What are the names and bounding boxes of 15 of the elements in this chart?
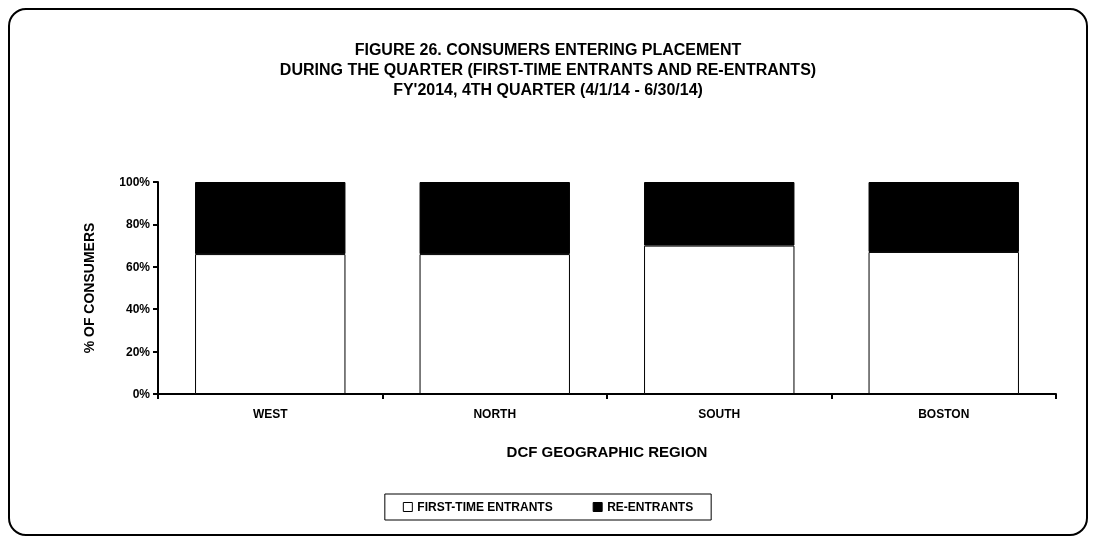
y-tick-label: 40% — [125, 302, 151, 317]
y-tick-label: 80% — [125, 217, 151, 232]
y-tick-label: 20% — [125, 344, 151, 359]
legend-label: RE-ENTRANTS — [607, 500, 694, 514]
x-tick-label: SOUTH — [698, 407, 741, 421]
chart-title: FIGURE 26. CONSUMERS ENTERING PLACEMENT DURING THE QUARTER (FIRST-TIME ENTRANTS AND RE-ENTRANTS) FY'2014, 4TH QUARTER (4/1/14 - 6/30/14) — [279, 40, 817, 98]
y-tick-label: 60% — [125, 259, 151, 274]
y-tick-label: 0% — [132, 387, 151, 401]
y-axis-title: % OF CONSUMERS — [81, 222, 97, 354]
x-tick-label: NORTH — [473, 407, 517, 421]
x-axis-title: DCF GEOGRAPHIC REGION — [506, 443, 708, 460]
x-tick-label: BOSTON — [918, 407, 970, 421]
y-tick-label: 100% — [119, 175, 151, 189]
legend-label: FIRST-TIME ENTRANTS — [417, 500, 553, 514]
x-tick-label: WEST — [252, 407, 289, 421]
